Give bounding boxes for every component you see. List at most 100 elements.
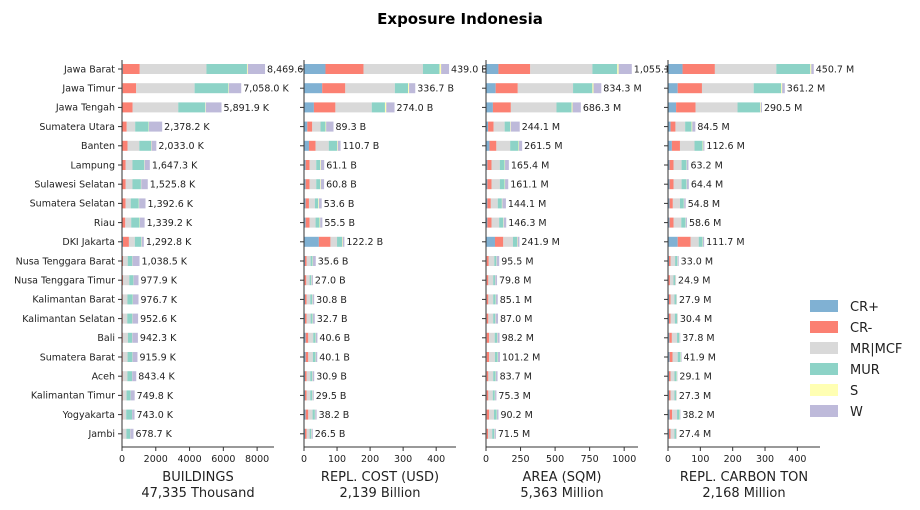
bar-segment bbox=[692, 121, 696, 132]
bar-segment bbox=[675, 275, 677, 286]
bar-segment bbox=[312, 121, 321, 132]
data-label: 101.2 M bbox=[502, 352, 540, 363]
chart-panels: 8,469.6 K Jawa Barat 7,058.0 K Jawa Timur 5,… bbox=[14, 60, 854, 501]
bar-segment bbox=[122, 121, 127, 132]
bar-segment bbox=[489, 332, 495, 343]
bar-segment bbox=[494, 428, 496, 439]
bar-segment bbox=[499, 217, 504, 228]
bar-segment bbox=[130, 390, 135, 401]
bar-segment bbox=[753, 83, 782, 94]
bar-segment bbox=[681, 160, 687, 170]
bar-segment bbox=[486, 160, 488, 170]
bar-segment bbox=[122, 102, 133, 113]
bar-segment bbox=[125, 160, 133, 170]
bar-segment bbox=[670, 256, 676, 266]
data-label: 952.6 K bbox=[140, 314, 177, 325]
bar-segment bbox=[309, 179, 317, 190]
bar-segment bbox=[205, 102, 206, 113]
bar-segment bbox=[671, 332, 678, 343]
data-label: 5,891.9 K bbox=[224, 103, 270, 114]
bar-segment bbox=[306, 428, 310, 439]
bar-segment bbox=[493, 121, 505, 132]
bar-segment bbox=[246, 64, 248, 74]
data-label: 274.0 B bbox=[397, 103, 434, 114]
data-label: 165.4 M bbox=[511, 160, 549, 171]
bar-segment bbox=[488, 313, 494, 324]
bar-segment bbox=[309, 160, 317, 170]
bar-segment bbox=[486, 409, 490, 420]
data-label: 942.3 K bbox=[140, 333, 177, 344]
data-label: 450.7 M bbox=[816, 64, 854, 75]
bar-segment bbox=[504, 121, 511, 132]
bar-segment bbox=[679, 198, 684, 209]
bar-segment bbox=[497, 198, 502, 209]
data-label: 976.7 K bbox=[141, 295, 178, 306]
x-tick-label: 400 bbox=[427, 454, 445, 465]
bar-segment bbox=[132, 102, 179, 113]
bar-segment bbox=[122, 313, 128, 324]
bar-segment bbox=[494, 256, 497, 266]
bar-segment bbox=[312, 256, 316, 266]
bar-segment bbox=[126, 121, 136, 132]
data-label: 439.0 B bbox=[451, 64, 488, 75]
data-label: 53.6 B bbox=[324, 199, 355, 210]
bar-segment bbox=[441, 64, 450, 74]
bar-segment bbox=[702, 140, 704, 151]
bar-segment bbox=[306, 294, 311, 305]
bar-segment bbox=[669, 217, 674, 228]
data-label: 24.9 M bbox=[678, 276, 710, 287]
bar-segment bbox=[127, 256, 133, 266]
data-label: 84.5 M bbox=[697, 122, 729, 133]
bar-segment bbox=[486, 179, 488, 190]
bar-segment bbox=[122, 352, 128, 362]
region-label: Sulawesi Selatan bbox=[34, 180, 115, 191]
panel-3: 1,055.1 M 834.3 M 686.3 M 244.1 M 261.5 M 165… bbox=[482, 60, 681, 501]
bar-segment bbox=[439, 64, 442, 74]
bar-segment bbox=[669, 160, 674, 170]
data-label: 83.7 M bbox=[500, 372, 532, 383]
region-label: Kalimantan Timur bbox=[31, 391, 115, 402]
bar-segment bbox=[491, 217, 500, 228]
bar-segment bbox=[130, 198, 139, 209]
data-label: 61.1 B bbox=[326, 160, 357, 171]
bar-segment bbox=[305, 160, 310, 170]
bar-segment bbox=[669, 332, 672, 343]
bar-segment bbox=[304, 256, 307, 266]
bar-segment bbox=[306, 390, 311, 401]
bar-segment bbox=[305, 332, 309, 343]
data-label: 290.5 M bbox=[764, 103, 802, 114]
bar-segment bbox=[486, 121, 489, 132]
bar-segment bbox=[618, 64, 632, 74]
bar-segment bbox=[489, 409, 495, 420]
bar-segment bbox=[681, 179, 687, 190]
data-label: 7,058.0 K bbox=[243, 84, 289, 95]
bar-segment bbox=[394, 83, 409, 94]
bar-segment bbox=[386, 102, 395, 113]
region-label: Kalimantan Barat bbox=[32, 295, 115, 306]
bar-segment bbox=[510, 121, 511, 132]
bar-segment bbox=[668, 294, 671, 305]
bar-segment bbox=[311, 275, 313, 286]
bar-segment bbox=[310, 313, 313, 324]
bar-segment bbox=[487, 217, 492, 228]
bar-segment bbox=[306, 371, 311, 382]
bar-segment bbox=[674, 371, 677, 382]
bar-segment bbox=[681, 217, 686, 228]
x-tick-label: 500 bbox=[546, 454, 564, 465]
data-label: 336.7 B bbox=[417, 84, 454, 95]
bar-segment bbox=[315, 140, 329, 151]
data-label: 90.2 M bbox=[500, 410, 532, 421]
data-label: 30.9 B bbox=[316, 372, 347, 383]
bar-segment bbox=[304, 352, 306, 362]
bar-segment bbox=[123, 275, 130, 286]
bar-segment bbox=[495, 313, 499, 324]
bar-segment bbox=[493, 275, 495, 286]
bar-segment bbox=[306, 256, 311, 266]
data-label: 58.6 M bbox=[689, 218, 721, 229]
bar-segment bbox=[497, 409, 499, 420]
bar-segment bbox=[672, 352, 678, 362]
bar-segment bbox=[674, 294, 677, 305]
bar-segment bbox=[122, 236, 124, 247]
legend-swatch bbox=[810, 384, 838, 396]
bar-segment bbox=[247, 64, 266, 74]
